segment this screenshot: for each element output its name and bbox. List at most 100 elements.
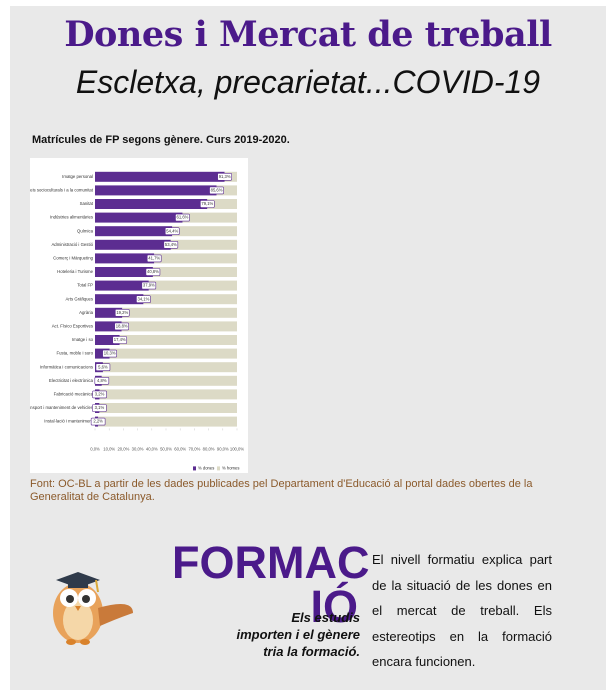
- y-tick-label: Hoteleria i Turisme: [57, 269, 93, 274]
- value-label-box: [209, 186, 224, 195]
- y-tick-label: Comerç i Màrqueting: [53, 256, 93, 261]
- y-tick-label: Fusta, moble i suro: [56, 351, 93, 356]
- y-tick-label: Fabricació mecànica: [54, 392, 94, 397]
- section-heading: FORMAC IÓ: [172, 537, 370, 632]
- x-tick-label: 60,0%: [174, 447, 186, 452]
- y-tick-label: Instal·lació i manteniment: [44, 419, 94, 424]
- x-tick-label: 0,0%: [90, 447, 100, 452]
- value-label-box: [163, 241, 179, 249]
- bar: [148, 280, 237, 291]
- y-tick-label: Electricitat i electrònica: [49, 378, 94, 383]
- x-tick-label: 20,0%: [117, 447, 129, 452]
- owl-icon: [53, 572, 133, 645]
- heading-line: IÓ: [310, 581, 358, 632]
- bar: [172, 226, 237, 237]
- chart: Imatge personal 91,3% Serveis sociocultura…: [30, 158, 248, 473]
- bar: [95, 348, 110, 359]
- bar: [95, 212, 183, 223]
- bar: [95, 253, 155, 264]
- bar: [152, 267, 237, 277]
- value-label: 85,6%: [211, 188, 223, 193]
- value-label: 54,4%: [166, 228, 178, 233]
- value-label-box: [217, 173, 232, 181]
- value-label: 4,8%: [97, 378, 107, 383]
- value-label-box: [94, 377, 110, 385]
- bar: [95, 199, 208, 209]
- bar: [216, 185, 237, 196]
- x-tick-label: 70,0%: [188, 447, 200, 452]
- legend-label: % homes: [222, 466, 239, 471]
- value-label-box: [141, 281, 157, 290]
- value-label: 53,4%: [165, 242, 177, 247]
- value-label-box: [95, 363, 111, 371]
- bar: [99, 389, 237, 400]
- x-tick-label: 30,0%: [132, 447, 144, 452]
- y-tick-label: Sanitat: [80, 201, 94, 206]
- x-tick-label: 80,0%: [203, 447, 215, 452]
- value-label: 91,3%: [219, 174, 231, 179]
- value-label: 2,2%: [93, 419, 103, 424]
- legend-label: % dones: [198, 466, 214, 471]
- bar: [207, 199, 237, 209]
- value-label: 41,7%: [148, 256, 160, 261]
- value-label: 18,8%: [116, 324, 128, 329]
- bar: [143, 294, 237, 305]
- bar: [95, 226, 173, 237]
- bar: [121, 321, 237, 332]
- value-label-box: [90, 417, 106, 426]
- section-text: El nivell formatiu explica part de la si…: [372, 552, 552, 669]
- bar: [99, 403, 237, 413]
- bar: [101, 375, 237, 386]
- value-label-box: [146, 254, 162, 263]
- value-label-box: [164, 227, 180, 235]
- tagline: Els estudis importen i el gènere tria la f…: [200, 609, 360, 660]
- value-label: 37,9%: [143, 283, 155, 288]
- bar: [95, 307, 123, 318]
- y-tick-label: Indústries alimentàries: [50, 215, 93, 220]
- bar: [95, 239, 171, 250]
- y-tick-label: Arts Gràfiques: [66, 296, 93, 301]
- y-tick-label: Administració i Gestió: [51, 242, 93, 247]
- tagline-line: tria la formació.: [263, 644, 360, 659]
- value-label: 34,1%: [137, 296, 149, 301]
- value-label: 3,1%: [95, 405, 105, 410]
- bar: [109, 348, 237, 359]
- bar: [182, 212, 237, 223]
- bar: [95, 321, 122, 332]
- y-tick-label: Act. Físico Esportives: [52, 324, 93, 329]
- bar: [95, 280, 149, 291]
- heading-line: FORMAC: [172, 537, 370, 588]
- tagline-line: Els estudis: [291, 610, 360, 625]
- value-label-box: [200, 200, 215, 208]
- value-label: 10,3%: [104, 351, 116, 356]
- x-tick-label: 90,0%: [217, 447, 229, 452]
- bar: [102, 362, 238, 373]
- bar: [95, 335, 120, 345]
- value-label: 5,6%: [98, 364, 108, 369]
- value-label-box: [114, 322, 129, 331]
- chart-title: Matrícules de FP segons gènere. Curs 201…: [32, 134, 290, 146]
- value-label: 40,8%: [147, 269, 159, 274]
- x-tick-label: 10,0%: [103, 447, 115, 452]
- value-label: 17,4%: [114, 337, 126, 342]
- title: Dones i Mercat de treball: [64, 14, 552, 55]
- bar: [98, 416, 238, 427]
- bar: [154, 253, 237, 264]
- legend-swatch: [193, 466, 196, 471]
- tagline-line: importen i el gènere: [236, 627, 360, 642]
- y-tick-label: Total FP: [77, 283, 93, 288]
- page: Dones i Mercat de treball Escletxa, prec…: [10, 6, 606, 690]
- bar: [119, 335, 237, 345]
- value-label-box: [114, 309, 130, 317]
- bar: [95, 294, 144, 305]
- value-label-box: [102, 349, 117, 358]
- value-label-box: [175, 213, 190, 222]
- bar: [95, 185, 217, 196]
- value-label-box: [92, 404, 107, 412]
- source: Font: OC-BL a partir de les dades public…: [30, 478, 533, 503]
- y-tick-label: Imatge i so: [72, 337, 94, 342]
- bar: [122, 307, 237, 318]
- y-tick-label: Transport i manteniment de vehicles: [30, 405, 93, 410]
- value-label-box: [112, 336, 128, 344]
